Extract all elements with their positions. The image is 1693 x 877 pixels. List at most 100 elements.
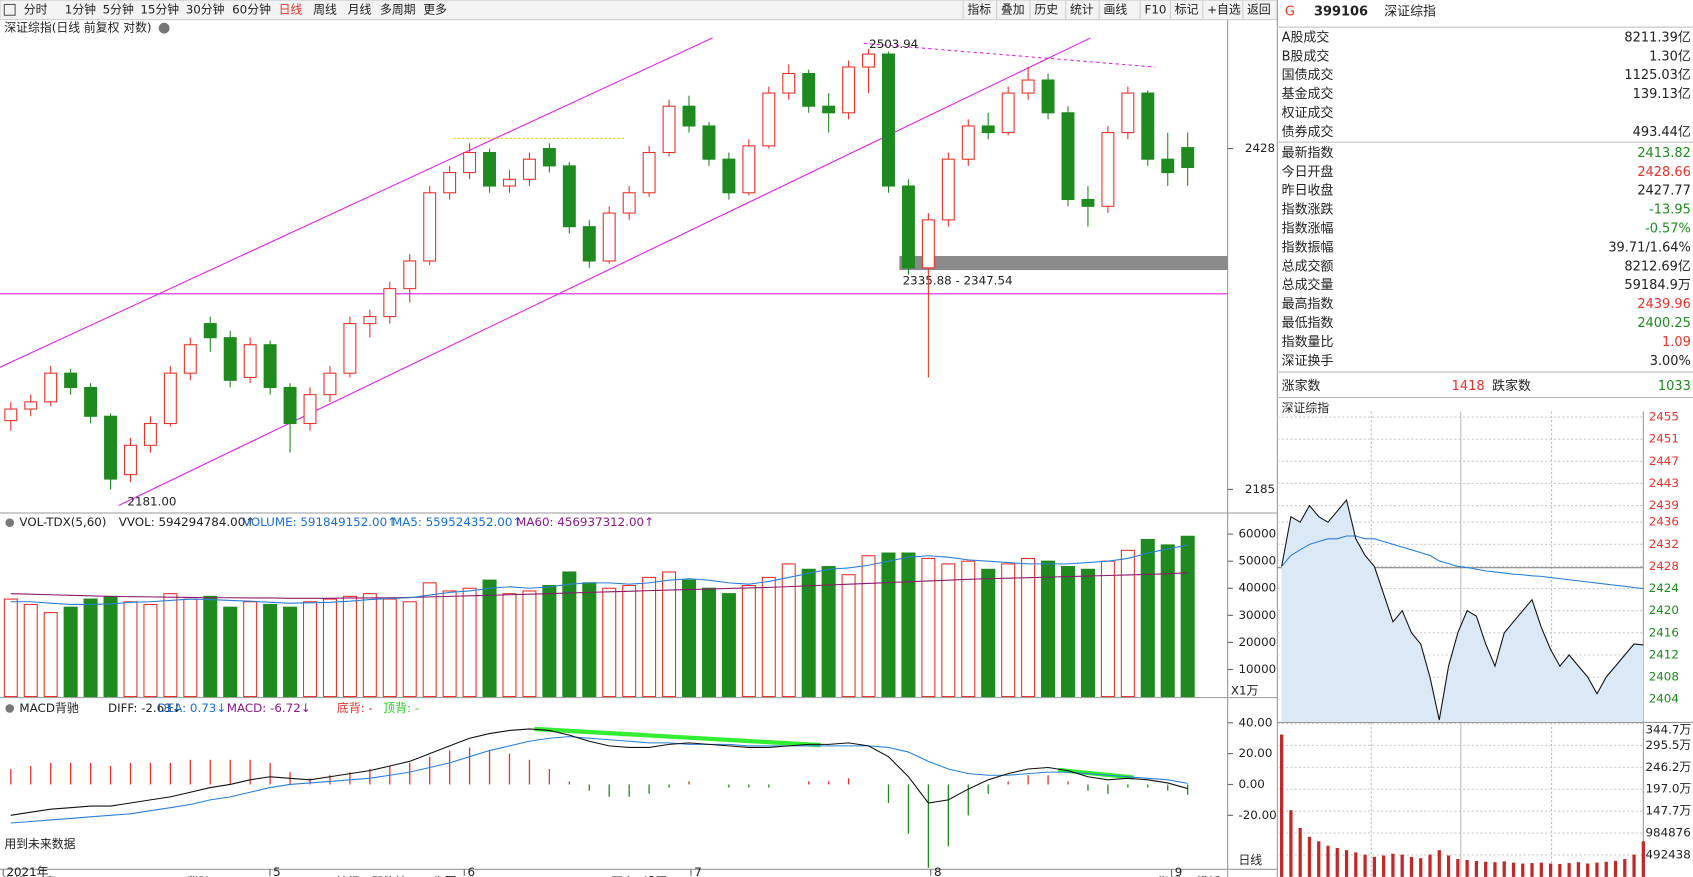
toolbar-button[interactable]: 返回 [1247,2,1271,16]
indicator-tab[interactable]: 帕行工即能抽 [336,875,407,877]
indicator-tab[interactable]: PSI [109,875,127,877]
row-label: 深证换手 [1282,354,1334,369]
volume-bar [1391,853,1395,877]
channel-line [0,37,713,368]
volume-bar [961,560,976,698]
indicator-tab[interactable]: 指标B [1157,875,1189,877]
candle-body [143,422,157,446]
row-value: 2439.96 [1637,297,1691,312]
period-tab[interactable]: 日线 [279,2,303,16]
y-tick-label: 492438 [1645,847,1690,861]
period-tab[interactable]: 1分钟 [65,2,96,16]
y-tick-label: 10000 [1238,662,1276,676]
volume-bar [941,563,956,698]
volume-bar [63,606,78,698]
y-tick-label: 0.00 [1238,777,1264,791]
toolbar-button[interactable]: 标记 [1175,2,1199,16]
volume-bar [662,571,677,698]
candle-body [782,72,796,94]
volume-bar [1511,862,1516,877]
indicator-tab[interactable]: TFT(先回) [406,875,461,877]
volume-bar [1428,854,1432,877]
indicator-tab[interactable]: CYC [569,875,592,877]
indicator-tab[interactable]: 窗口 [44,875,68,877]
indicator-tab[interactable]: 指标A [2,875,35,877]
volume-bar [1400,854,1404,877]
period-tab[interactable]: 15分钟 [140,2,179,16]
candle-body [4,408,18,422]
indicator-tab[interactable]: BIAS-QL [488,875,536,877]
period-tab[interactable]: 30分钟 [186,2,225,16]
candle-body [921,219,935,269]
candle-body [802,72,816,107]
toolbar-button[interactable]: 统计 [1070,2,1094,16]
candle-body [203,323,217,339]
candle-body [1021,79,1035,94]
toolbar-button[interactable]: 历史 [1034,2,1058,16]
avg-line [1281,535,1644,590]
indicator-tab[interactable]: MACD背驰 [151,875,210,877]
indicator-dropdown[interactable] [5,704,15,713]
volume-bar [1567,863,1571,877]
row-value: 493.44亿 [1633,125,1691,140]
toolbar-button[interactable]: F10 [1145,2,1167,16]
volume-bar [602,587,617,698]
indicator-label: DEA: 0.73↓ [158,701,227,715]
macd-note: 用到未来数据 [4,837,75,851]
toolbar-button[interactable]: 指标 [967,2,991,16]
toolbar-button[interactable]: +自选 [1207,2,1241,16]
volume-bar [43,612,58,698]
toolbar-button[interactable]: 画线 [1103,2,1127,16]
volume-bar [1456,859,1460,877]
indicator-tab[interactable]: WR [222,875,242,877]
dea-line [10,736,1188,824]
volume-bar [1613,860,1618,877]
candle-body [463,151,477,174]
volume-bar [821,566,836,698]
indicator-dropdown[interactable] [5,518,15,528]
volume-unit: X1万 [1231,684,1259,698]
indicator-tab[interactable]: 设置 [644,875,668,877]
volume-bar [801,568,816,698]
volume-bar [1382,855,1386,877]
period-tab[interactable]: 60分钟 [232,2,271,16]
volume-bar [761,576,776,698]
volume-bar [1120,549,1135,698]
period-tab[interactable]: 更多 [423,2,447,16]
period-tab[interactable]: 分时 [24,2,48,16]
indicator-tab[interactable]: VOL-TDX [255,875,306,877]
row-value: 2400.25 [1637,316,1691,331]
row-label: 基金成交 [1282,86,1334,102]
y-tick-label: 2408 [1649,670,1679,684]
candle-body [822,105,836,114]
indicator-tab[interactable]: CR [77,875,94,877]
title-dropdown[interactable] [158,22,170,34]
volume-bar [522,590,537,698]
volume-bar [1548,863,1553,877]
candle-body [323,372,337,396]
candle-body [542,147,556,167]
indicator-tab[interactable]: 模板 [1196,875,1220,877]
period-tab[interactable]: 周线 [313,2,337,16]
volume-bar [1641,841,1645,877]
volume-bar [1307,836,1312,877]
indicator-tab[interactable]: 更多 [611,875,635,877]
toolbar-button[interactable]: 叠加 [1001,2,1025,16]
date-label: 7 [694,865,702,877]
menu-icon[interactable] [3,3,16,16]
y-tick-label: 2443 [1649,476,1679,490]
volume-bar [1317,841,1321,877]
period-tab[interactable]: 月线 [348,2,372,16]
row-value: 8211.39亿 [1624,30,1690,45]
period-tab[interactable]: 5分钟 [103,2,134,16]
candle-body [582,226,596,262]
row-label: 指数涨跌 [1282,202,1334,218]
period-tab[interactable]: 多周期 [380,2,416,16]
row-label: 指数量比 [1282,335,1334,350]
volume-bar [143,603,158,698]
y-tick-label: 2416 [1649,625,1679,639]
y-tick-label: 20000 [1238,635,1276,649]
volume-bar [622,585,637,698]
